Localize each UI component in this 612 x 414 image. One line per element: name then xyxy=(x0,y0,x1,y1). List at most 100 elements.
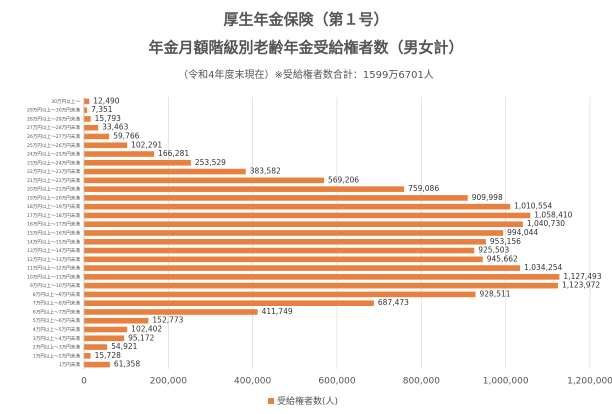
bar xyxy=(84,186,405,192)
bar xyxy=(84,151,155,157)
y-tick-label: 18万円以上～19万円未満 xyxy=(27,203,80,210)
data-label: 166,281 xyxy=(158,149,189,158)
data-label: 1,123,972 xyxy=(562,281,600,290)
x-tick-label: 600,000 xyxy=(318,377,355,387)
bar xyxy=(84,107,88,113)
data-label: 102,291 xyxy=(131,140,162,149)
bar xyxy=(84,317,149,324)
bar xyxy=(84,300,374,307)
bar xyxy=(84,195,468,201)
bar xyxy=(84,353,91,359)
y-tick-label: 2万円以上～3万円未満 xyxy=(33,344,81,351)
y-tick-label: 23万円以上～24万円未満 xyxy=(27,159,80,166)
bar xyxy=(84,265,521,271)
data-label: 928,511 xyxy=(480,289,511,298)
chart-note: （令和4年度末現在）※受給権者数合計：1599万6701人 xyxy=(178,68,434,81)
chart-subtitle: 年金月額階級別老齢年金受給権者数（男女計） xyxy=(148,39,463,57)
data-label: 15,728 xyxy=(95,351,121,360)
bar xyxy=(84,282,558,289)
y-tick-label: 5万円以上～6万円未満 xyxy=(33,317,81,324)
y-tick-label: 29万円以上～30万円未満 xyxy=(27,107,80,114)
y-tick-label: 26万円以上～27万円未満 xyxy=(27,133,80,140)
y-tick-label: 22万円以上～23万円未満 xyxy=(27,168,80,175)
bar xyxy=(84,124,99,131)
data-label: 61,358 xyxy=(114,360,140,369)
bar xyxy=(84,344,108,350)
bar xyxy=(84,326,128,333)
data-label: 1,010,554 xyxy=(514,202,552,211)
bar xyxy=(84,274,560,280)
data-label: 1,127,493 xyxy=(563,272,601,281)
data-label: 945,662 xyxy=(487,254,518,263)
bar xyxy=(84,177,325,184)
bar xyxy=(84,98,90,105)
y-tick-label: 30万円以上～ xyxy=(51,98,80,105)
data-label: 102,402 xyxy=(131,325,162,334)
data-label: 1,058,410 xyxy=(534,210,572,219)
legend-label: 受給権者数(人) xyxy=(277,395,338,407)
y-tick-label: 28万円以上～29万円未満 xyxy=(27,115,80,122)
y-tick-label: 17万円以上～18万円未満 xyxy=(27,212,80,219)
data-label: 152,773 xyxy=(152,316,183,325)
data-label: 383,582 xyxy=(250,167,281,176)
bar xyxy=(84,159,191,166)
data-label: 7,351 xyxy=(91,105,113,114)
data-label: 1,034,254 xyxy=(524,263,562,272)
data-label: 925,503 xyxy=(478,246,509,255)
y-tick-label: 12万円以上～13万円未満 xyxy=(27,256,80,263)
bar xyxy=(84,361,110,368)
data-label: 994,044 xyxy=(507,228,538,237)
y-tick-label: 14万円以上～15万円未満 xyxy=(27,238,80,245)
bar xyxy=(84,168,246,175)
bar xyxy=(84,133,110,140)
data-label: 15,793 xyxy=(95,114,121,123)
y-tick-label: 21万円以上～22万円未満 xyxy=(27,177,80,184)
y-tick-label: 16万円以上～17万円未満 xyxy=(27,221,80,228)
bar xyxy=(84,142,128,149)
y-tick-label: 19万円以上～20万円未満 xyxy=(27,194,80,201)
y-tick-label: 1万円以上～2万円未満 xyxy=(33,352,81,359)
y-tick-label: 13万円以上～14万円未満 xyxy=(27,247,80,254)
x-tick-label: 400,000 xyxy=(234,377,271,387)
y-tick-label: 9万円以上～10万円未満 xyxy=(30,282,81,289)
legend-swatch xyxy=(268,398,274,404)
data-label: 95,172 xyxy=(128,333,154,342)
bar xyxy=(84,221,523,228)
y-tick-label: 27万円以上～28万円未満 xyxy=(27,124,80,131)
y-tick-label: 4万円以上～5万円未満 xyxy=(33,326,81,333)
x-tick-label: 200,000 xyxy=(150,377,187,387)
bar xyxy=(84,230,504,236)
data-label: 953,156 xyxy=(490,237,521,246)
bar xyxy=(84,256,483,263)
y-tick-label: 10万円以上～11万円未満 xyxy=(27,273,80,280)
y-tick-label: 25万円以上～26万円未満 xyxy=(27,142,80,149)
bar xyxy=(84,335,125,342)
y-tick-label: 3万円以上～4万円未満 xyxy=(33,335,81,342)
y-tick-label: 7万円以上～8万円未満 xyxy=(33,300,81,307)
data-label: 1,040,730 xyxy=(527,219,565,228)
y-tick-label: 15万円以上～16万円未満 xyxy=(27,230,80,237)
chart-title: 厚生年金保険（第１号） xyxy=(223,11,388,29)
bar xyxy=(84,238,486,245)
x-tick-label: 1,000,000 xyxy=(483,377,529,387)
y-tick-label: 6万円以上～7万円未満 xyxy=(33,308,81,315)
bar xyxy=(84,212,531,219)
data-label: 253,529 xyxy=(195,158,226,167)
data-label: 569,206 xyxy=(328,175,359,184)
data-label: 33,463 xyxy=(102,123,128,132)
y-tick-label: 20万円以上～21万円未満 xyxy=(27,186,80,193)
data-label: 909,998 xyxy=(472,193,503,202)
data-label: 687,473 xyxy=(378,298,409,307)
data-label: 59,766 xyxy=(113,131,139,140)
y-tick-label: 11万円以上～12万円未満 xyxy=(27,265,80,272)
bar xyxy=(84,247,475,254)
bar xyxy=(84,309,258,315)
bar xyxy=(84,291,476,298)
data-label: 411,749 xyxy=(262,307,293,316)
data-label: 12,490 xyxy=(93,96,119,105)
y-tick-label: 1万円未満 xyxy=(59,361,81,368)
x-tick-label: 0 xyxy=(81,377,87,387)
x-tick-label: 1,200,000 xyxy=(567,377,612,387)
x-tick-label: 800,000 xyxy=(403,377,440,387)
